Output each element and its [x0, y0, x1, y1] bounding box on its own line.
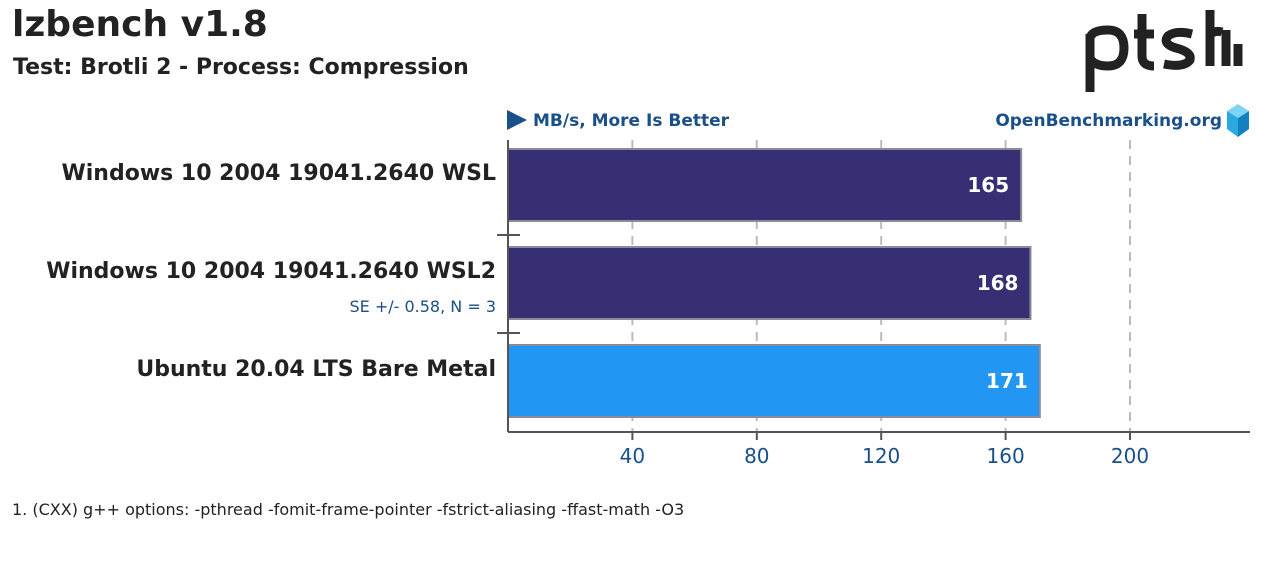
pts-logo	[1085, 10, 1243, 92]
x-tick-label-2: 120	[862, 444, 900, 468]
chart-subtitle: Test: Brotli 2 - Process: Compression	[13, 55, 469, 80]
value-label-1: 168	[977, 271, 1019, 295]
x-tick-label-4: 200	[1111, 444, 1149, 468]
value-label-2: 171	[986, 369, 1028, 393]
x-tick-label-3: 160	[987, 444, 1025, 468]
site-label: OpenBenchmarking.org	[995, 111, 1222, 131]
openbenchmarking-cube-icon	[1227, 104, 1249, 137]
value-label-0: 165	[967, 173, 1009, 197]
x-tick-label-0: 40	[620, 444, 645, 468]
category-label-1: Windows 10 2004 19041.2640 WSL2	[46, 259, 496, 284]
unit-label: MB/s, More Is Better	[533, 111, 730, 131]
unit-arrow-icon	[507, 110, 527, 130]
category-label-0: Windows 10 2004 19041.2640 WSL	[62, 161, 497, 186]
se-note-1: SE +/- 0.58, N = 3	[349, 297, 496, 316]
category-label-2: Ubuntu 20.04 LTS Bare Metal	[136, 357, 496, 382]
bar-2	[507, 344, 1041, 418]
bar-0	[507, 148, 1023, 222]
chart-title: lzbench v1.8	[12, 4, 268, 45]
compiler-footnote: 1. (CXX) g++ options: -pthread -fomit-fr…	[12, 500, 685, 519]
bar-1	[507, 246, 1032, 320]
x-tick-label-1: 80	[744, 444, 769, 468]
